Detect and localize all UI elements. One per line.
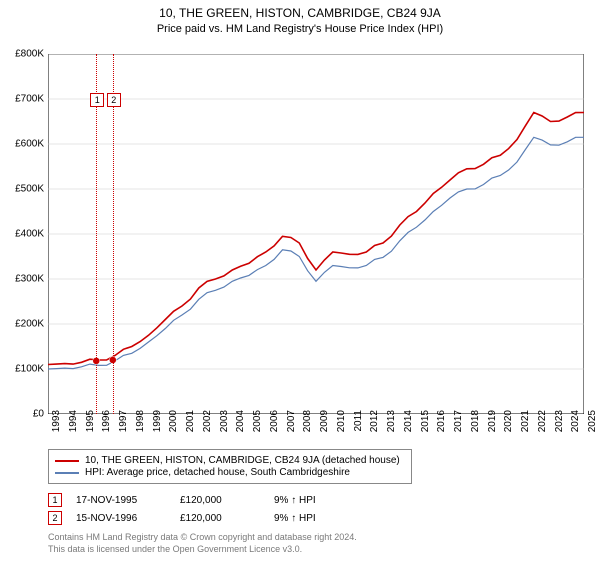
plot-svg xyxy=(48,54,584,414)
x-tick-label: 2020 xyxy=(503,410,514,440)
y-tick-label: £600K xyxy=(4,139,44,150)
chart-title: 10, THE GREEN, HISTON, CAMBRIDGE, CB24 9… xyxy=(0,6,600,20)
plot-area: £0£100K£200K£300K£400K£500K£600K£700K£80… xyxy=(48,54,584,414)
x-tick-label: 2007 xyxy=(286,410,297,440)
chart-subtitle: Price paid vs. HM Land Registry's House … xyxy=(0,23,600,35)
legend-swatch xyxy=(55,460,79,462)
y-tick-label: £700K xyxy=(4,94,44,105)
legend: 10, THE GREEN, HISTON, CAMBRIDGE, CB24 9… xyxy=(48,449,412,484)
x-tick-label: 2004 xyxy=(235,410,246,440)
marker-vline xyxy=(113,54,114,414)
legend-item: 10, THE GREEN, HISTON, CAMBRIDGE, CB24 9… xyxy=(55,455,405,466)
event-price: £120,000 xyxy=(180,495,260,506)
x-tick-label: 1998 xyxy=(135,410,146,440)
x-tick-label: 2025 xyxy=(587,410,598,440)
x-tick-label: 2002 xyxy=(202,410,213,440)
x-tick-label: 2017 xyxy=(453,410,464,440)
x-tick-label: 2013 xyxy=(386,410,397,440)
marker-vline xyxy=(96,54,97,414)
event-date: 17-NOV-1995 xyxy=(76,495,166,506)
event-delta: 9% ↑ HPI xyxy=(274,513,316,524)
x-tick-label: 2009 xyxy=(319,410,330,440)
y-tick-label: £0 xyxy=(4,409,44,420)
x-tick-label: 2023 xyxy=(554,410,565,440)
x-tick-label: 2024 xyxy=(570,410,581,440)
x-tick-label: 2015 xyxy=(420,410,431,440)
legend-item: HPI: Average price, detached house, Sout… xyxy=(55,467,405,478)
event-row: 1 17-NOV-1995 £120,000 9% ↑ HPI xyxy=(48,493,316,507)
event-marker-box: 2 xyxy=(48,511,62,525)
y-tick-label: £100K xyxy=(4,364,44,375)
x-tick-label: 2019 xyxy=(487,410,498,440)
x-tick-label: 2010 xyxy=(336,410,347,440)
marker-number-box: 2 xyxy=(107,93,121,107)
x-tick-label: 2000 xyxy=(168,410,179,440)
x-tick-label: 2021 xyxy=(520,410,531,440)
legend-swatch xyxy=(55,472,79,474)
x-tick-label: 2001 xyxy=(185,410,196,440)
event-list: 1 17-NOV-1995 £120,000 9% ↑ HPI 2 15-NOV… xyxy=(48,489,316,525)
x-tick-label: 2016 xyxy=(436,410,447,440)
event-date: 15-NOV-1996 xyxy=(76,513,166,524)
x-tick-label: 2005 xyxy=(252,410,263,440)
chart-container: 10, THE GREEN, HISTON, CAMBRIDGE, CB24 9… xyxy=(0,6,600,566)
event-delta: 9% ↑ HPI xyxy=(274,495,316,506)
x-tick-label: 1994 xyxy=(68,410,79,440)
y-tick-label: £400K xyxy=(4,229,44,240)
x-tick-label: 2011 xyxy=(353,410,364,440)
x-tick-label: 2003 xyxy=(219,410,230,440)
legend-label: 10, THE GREEN, HISTON, CAMBRIDGE, CB24 9… xyxy=(85,455,400,466)
x-tick-label: 2022 xyxy=(537,410,548,440)
event-marker-box: 1 xyxy=(48,493,62,507)
x-tick-label: 1996 xyxy=(101,410,112,440)
x-tick-label: 2008 xyxy=(302,410,313,440)
event-row: 2 15-NOV-1996 £120,000 9% ↑ HPI xyxy=(48,511,316,525)
y-tick-label: £800K xyxy=(4,49,44,60)
footer-line: Contains HM Land Registry data © Crown c… xyxy=(48,532,357,544)
x-tick-label: 1999 xyxy=(152,410,163,440)
legend-label: HPI: Average price, detached house, Sout… xyxy=(85,467,350,478)
y-tick-label: £500K xyxy=(4,184,44,195)
y-tick-label: £300K xyxy=(4,274,44,285)
x-tick-label: 2014 xyxy=(403,410,414,440)
y-tick-label: £200K xyxy=(4,319,44,330)
x-tick-label: 1997 xyxy=(118,410,129,440)
x-tick-label: 2018 xyxy=(470,410,481,440)
x-tick-label: 1995 xyxy=(85,410,96,440)
x-tick-label: 2006 xyxy=(269,410,280,440)
footer-text: Contains HM Land Registry data © Crown c… xyxy=(48,532,357,555)
footer-line: This data is licensed under the Open Gov… xyxy=(48,544,357,556)
x-tick-label: 1993 xyxy=(51,410,62,440)
event-price: £120,000 xyxy=(180,513,260,524)
marker-number-box: 1 xyxy=(90,93,104,107)
x-tick-label: 2012 xyxy=(369,410,380,440)
